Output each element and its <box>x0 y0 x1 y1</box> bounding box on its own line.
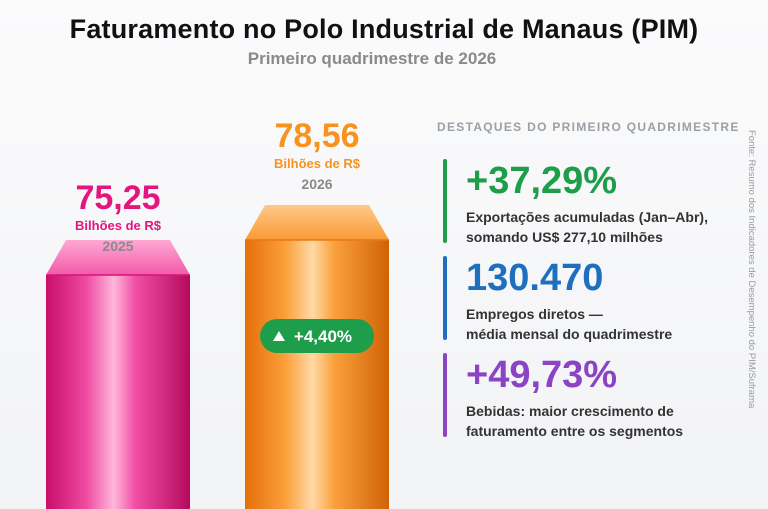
bar-cap <box>245 205 389 241</box>
highlight-value: +49,73% <box>466 354 618 396</box>
highlight-value: +37,29% <box>466 160 618 202</box>
highlight-value: 130.470 <box>466 257 604 299</box>
bar-body <box>245 240 389 509</box>
highlight-description-line: faturamento entre os segmentos <box>466 423 684 439</box>
growth-badge-label: +4,40% <box>294 327 352 346</box>
chart-subtitle: Primeiro quadrimestre de 2026 <box>247 49 497 68</box>
bar-unit-label: Bilhões de R$ <box>274 156 361 171</box>
highlight-accent-bar <box>443 353 447 437</box>
highlight-description-line: média mensal do quadrimestre <box>466 326 673 342</box>
highlight-description-line: Exportações acumuladas (Jan–Abr), <box>466 209 708 225</box>
highlight-description: Bebidas: maior crescimento de faturament… <box>466 401 683 441</box>
highlight-description: Empregos diretos — média mensal do quadr… <box>466 304 672 344</box>
source-note: Fonte: Resumo dos Indicadores de Desempe… <box>746 130 757 409</box>
bar-unit-label: Bilhões de R$ <box>75 218 162 233</box>
bar-body <box>46 275 190 509</box>
chart-title: Faturamento no Polo Industrial de Manaus… <box>69 14 699 44</box>
bar-value-label: 78,56 <box>274 117 359 155</box>
highlights-title: DESTAQUES DO PRIMEIRO QUADRIMESTRE <box>437 120 740 134</box>
bar-value-label: 75,25 <box>75 179 160 217</box>
bar-cap <box>46 240 190 276</box>
growth-badge-pill <box>260 319 374 353</box>
growth-badge: +4,40% <box>260 319 374 353</box>
highlight-accent-bar <box>443 256 447 340</box>
bar-category-label: 2026 <box>301 176 332 192</box>
highlight-description-line: somando US$ 277,10 milhões <box>466 229 663 245</box>
highlight-description: Exportações acumuladas (Jan–Abr), somand… <box>466 207 708 247</box>
highlight-description-line: Empregos diretos — <box>466 306 603 322</box>
bar-2026 <box>245 205 389 509</box>
bar-2025 <box>46 240 190 509</box>
highlight-accent-bar <box>443 159 447 243</box>
bar-category-label: 2025 <box>102 238 133 254</box>
highlight-description-line: Bebidas: maior crescimento de <box>466 403 674 419</box>
up-triangle-icon <box>273 331 285 341</box>
